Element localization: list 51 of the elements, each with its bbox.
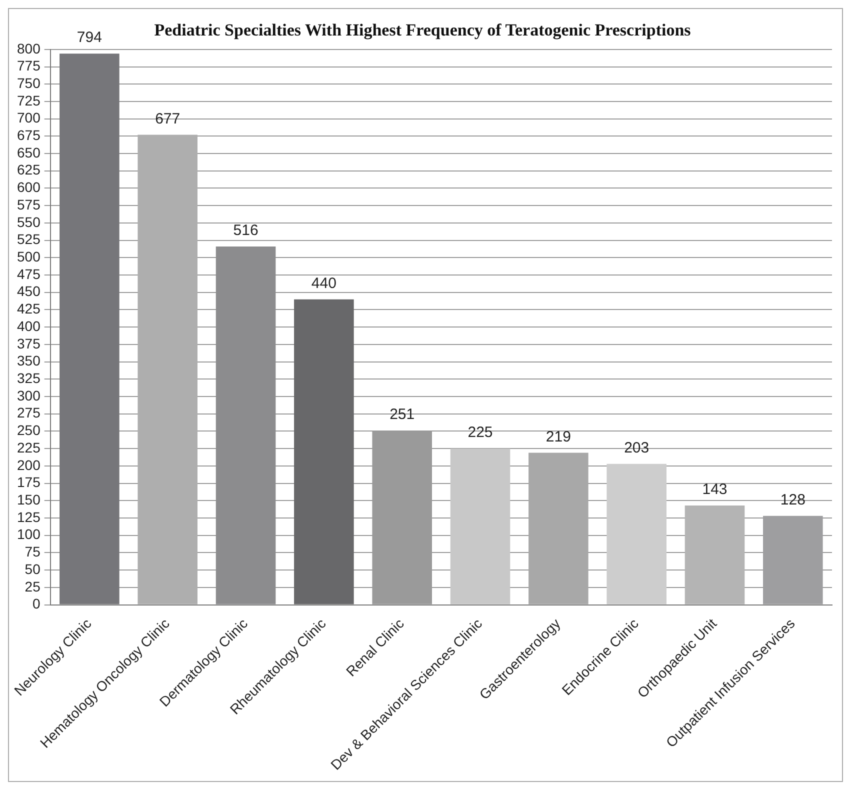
y-tick-label: 575 [17, 196, 41, 212]
y-tick-label: 500 [17, 248, 41, 265]
bar [528, 452, 588, 604]
y-tick-label: 125 [17, 508, 41, 525]
y-tick-label: 350 [17, 352, 41, 369]
y-tick-label: 525 [17, 231, 41, 248]
y-tick-label: 75 [24, 544, 41, 560]
y-tick-label: 275 [17, 404, 41, 421]
data-label: 203 [624, 439, 650, 456]
y-tick-label: 650 [17, 144, 41, 160]
data-label: 128 [780, 492, 806, 509]
bar [606, 464, 666, 604]
y-tick-label: 400 [17, 318, 41, 334]
y-tick-label: 375 [17, 335, 41, 352]
y-tick-label: 175 [17, 474, 41, 490]
data-label: 677 [155, 110, 180, 128]
y-tick-label: 250 [17, 422, 41, 438]
y-tick-label: 50 [24, 560, 41, 577]
data-label: 143 [702, 481, 728, 498]
data-label: 516 [233, 222, 258, 240]
data-label: 225 [468, 424, 493, 442]
y-tick-label: 700 [17, 110, 41, 126]
y-tick-label: 450 [17, 283, 41, 300]
bar [684, 505, 745, 604]
y-tick-label: 425 [17, 300, 41, 317]
y-tick-label: 25 [24, 578, 41, 594]
y-tick-label: 200 [17, 456, 41, 473]
data-label: 251 [390, 406, 415, 424]
y-tick-label: 550 [17, 214, 41, 230]
y-tick-label: 775 [17, 58, 41, 74]
y-tick-label: 600 [17, 179, 41, 196]
y-tick-label: 325 [17, 370, 41, 386]
data-label: 440 [311, 274, 336, 292]
data-label: 219 [546, 428, 571, 446]
y-tick-label: 475 [17, 266, 41, 282]
y-tick-label: 725 [17, 92, 41, 108]
bar [138, 134, 198, 604]
bar [450, 448, 510, 604]
bar [216, 246, 276, 604]
y-tick-label: 300 [17, 387, 41, 404]
bar [294, 299, 354, 604]
y-tick-label: 800 [17, 40, 41, 56]
chart-title: Pediatric Specialties With Highest Frequency of Teratogenic Prescriptions [154, 20, 692, 40]
y-tick-label: 0 [32, 596, 41, 612]
y-tick-label: 100 [17, 526, 41, 542]
y-tick-label: 225 [17, 439, 41, 456]
y-tick-label: 625 [17, 162, 41, 178]
y-tick-label: 750 [17, 74, 41, 91]
y-tick-label: 150 [17, 491, 41, 508]
y-tick-label: 675 [17, 127, 41, 144]
data-label: 794 [76, 29, 102, 46]
